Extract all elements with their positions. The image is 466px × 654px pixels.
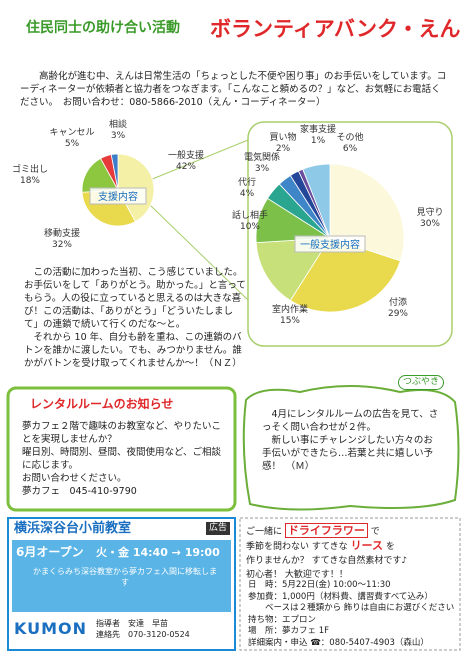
connector [149,139,249,301]
slice-label: 代行 [238,176,256,188]
flower-body: ご一緒に ドライフラワー で 季節を問わない すてきな リース を 作りませんか… [246,523,426,582]
rental-line: 夢カフェ２階で趣味のお教室など、やりたいことを実現しませんか？ [22,421,222,445]
value-label: 6% [343,144,358,154]
tsubuyaki-line: 新しい事にチャレンジしたい方々のお手伝いができたら…若葉と共に嬉しい予感！ （Ｍ… [262,435,434,472]
value-label: 10% [240,222,260,232]
slice-label: その他 [336,131,363,143]
kumon-logo: KUMON [14,619,88,638]
kumon-open: 6月オープン [16,545,84,559]
ad-label: 広告 [206,522,231,535]
slice-label: 家事支援 [300,123,336,135]
value-label: 42% [176,162,196,172]
slice-label: 話し相手 [232,209,268,221]
intro-contact: お問い合わせ：080-5866-2010（えん・コーディネーター） [62,97,326,108]
flower-text: で [370,527,380,537]
flower-text: を [385,542,395,552]
flower-detail: 場 所：夢カフェ 1F [248,626,329,636]
value-label: 15% [280,316,300,326]
rental-box [6,386,237,512]
pie-slice [81,157,119,193]
flower-details: 日 時：5月22日(金) 10:00～11:30 参加費：1,000円（材料費、… [248,580,458,649]
intro: 高齢化が進む中、えんは日常生活の「ちょっとした不便や困り事」のお手伝いをしていま… [20,70,450,109]
slice-label: 電気関係 [244,151,280,163]
rental-line: 曜日別、時間別、昼間、夜間使用など、ご相談に応じます。 [22,447,222,471]
flower-box [239,517,461,651]
kumon-time: 火・金 14:40 → 19:00 [96,546,220,559]
slice-label: キャンセル [49,127,94,138]
vine-frame [242,385,460,511]
value-label: 32% [52,240,72,250]
value-label: 3% [255,164,270,174]
flower-keyword: ドライフラワー [284,523,368,538]
story-paragraph: それから 10 年、自分も齢を重ね、この連鎖のバトンを誰かに渡したい。でも、みつ… [24,332,242,369]
flower-text: ご一緒に [246,527,283,537]
center-box [294,235,366,253]
rental-title: レンタルルームのお知らせ [30,397,174,411]
flower-text: 作りませんか？ すてきな自然素材です♪ [246,556,408,566]
tsubuyaki-body: 4月にレンタルルームの広告を見て、さっそく問い合わせが２件。 新しい事にチャレン… [262,408,440,473]
chart-title: 一般支援内容 [300,238,360,251]
value-label: 1% [311,136,326,146]
flower-detail: ベースは２種類から 飾りは自由にお選びください [265,603,455,613]
pie-slice [289,237,401,313]
center-box [89,187,147,205]
slice-label: 移動支援 [44,227,80,239]
value-label: 2% [276,144,291,154]
pie-slice [302,163,331,239]
value-label: 3% [111,131,126,141]
slice-label: 付添 [389,297,407,308]
story: この活動に加わった当初、こう感じていました。お手伝いをして「ありがとう。助かった… [24,266,246,370]
rental-line: お問い合わせください。 [22,473,127,484]
slice-label: 買い物 [269,131,296,143]
value-label: 29% [388,309,408,319]
pie-slice [110,153,119,191]
flower-detail: 日 時：5月22日(金) 10:00～11:30 [248,580,391,590]
value-label: 18% [20,176,40,186]
intro-text: 高齢化が進む中、えんは日常生活の「ちょっとした不便や困り事」のお手伝いをしていま… [20,71,447,108]
value-label: 4% [240,189,255,199]
slice-label: ゴミ出し [12,163,48,175]
story-paragraph: この活動に加わった当初、こう感じていました。お手伝いをして「ありがとう。助かった… [24,267,246,330]
flower-detail: 持ち物：エプロン [248,614,317,625]
kumon-title: 横浜深谷台小前教室 [14,521,132,536]
kumon-banner [12,540,231,612]
rental-body: 夢カフェ２階で趣味のお教室など、やりたいことを実現しませんか？ 曜日別、時間別、… [22,420,222,498]
flower-text: 季節を問わない すてきな [246,542,348,552]
slice-label: 一般支援 [168,149,204,161]
subtitle: 住民同士の助け合い活動 [26,20,180,36]
flower-text: 初心者！ 大歓迎です！！ [246,570,348,580]
flower-detail: 詳細案内・申込 ☎：080-5407-4903（森山） [248,637,429,648]
flower-detail: 参加費：1,000円（材料費、講習費すべて込み） [248,591,433,602]
kumon-teacher: 指導者 安達 早苗 [96,619,168,628]
slice-label: 見守り [416,206,443,218]
kumon-phone: 連絡先 070-3120-0524 [96,630,190,639]
pie-slice [255,237,331,302]
flower-keyword: リース [350,539,384,552]
slice-label: 室内作業 [272,303,308,315]
slice-label: 相談 [109,118,127,130]
title: ボランティアバンク・えん [210,17,461,41]
tsubuyaki-label: つぶやき [398,375,445,390]
value-label: 5% [65,139,80,149]
chart-title: 支援内容 [98,190,138,203]
value-label: 30% [420,219,440,229]
rental-line: 夢カフェ 045-410-9790 [22,486,137,497]
kumon-contact: 指導者 安達 早苗連絡先 070-3120-0524 [96,618,190,640]
kumon-move: かまくらみち深谷教室から夢カフェ入間に移転します [33,567,217,587]
tsubuyaki-line: 4月にレンタルルームの広告を見て、さっそく問い合わせが２件。 [262,409,439,433]
